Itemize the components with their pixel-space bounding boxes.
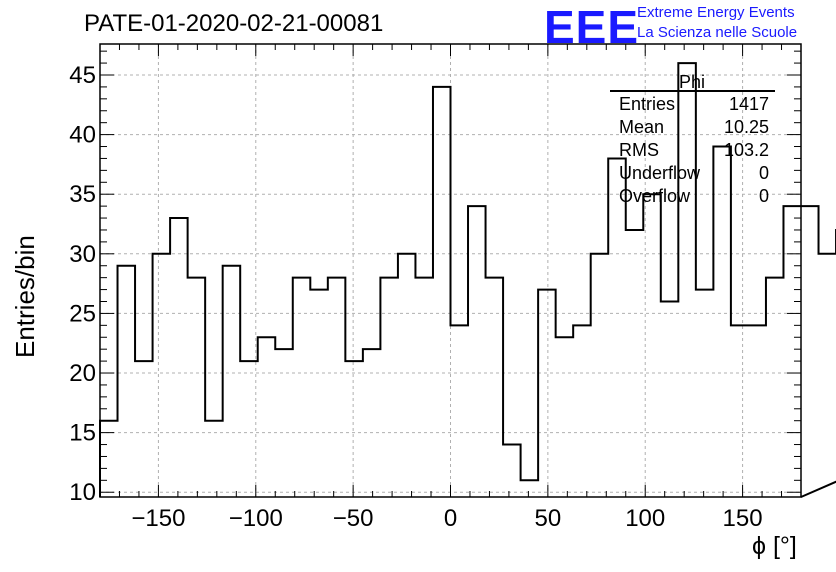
y-tick-label: 15 bbox=[69, 420, 96, 447]
x-tick-label: 150 bbox=[723, 505, 763, 532]
y-tick-label: 10 bbox=[69, 479, 96, 506]
x-tick-label: −50 bbox=[333, 505, 374, 532]
y-tick-label: 20 bbox=[69, 360, 96, 387]
y-tick-label: 45 bbox=[69, 62, 96, 89]
stat-label-entries: Entries bbox=[619, 94, 676, 114]
plot-frame bbox=[99, 43, 802, 498]
y-axis-label: Entries/bin bbox=[10, 235, 40, 358]
stat-value-rms: 103.2 bbox=[723, 140, 769, 160]
x-tick-label: 100 bbox=[625, 505, 665, 532]
x-tick-label: 0 bbox=[444, 505, 457, 532]
x-tick-label: 50 bbox=[535, 505, 562, 532]
stat-label-rms: RMS bbox=[619, 140, 659, 160]
x-tick-label: −100 bbox=[229, 505, 283, 532]
stats-box-name: Phi bbox=[679, 72, 706, 92]
stat-value-overflow: 0 bbox=[758, 186, 769, 206]
logo-subtitle-1: Extreme Energy Events bbox=[637, 4, 795, 21]
logo-subtitle-2: La Scienza nelle Scuole bbox=[637, 24, 798, 41]
x-tick-label: −150 bbox=[131, 505, 185, 532]
y-tick-label: 30 bbox=[69, 241, 96, 268]
chart-title: PATE-01-2020-02-21-00081 bbox=[84, 10, 384, 37]
y-tick-label: 35 bbox=[69, 181, 96, 208]
y-tick-label: 25 bbox=[69, 300, 96, 327]
stat-value-mean: 10.25 bbox=[723, 117, 769, 137]
stat-label-underflow: Underflow bbox=[619, 163, 701, 183]
stat-label-overflow: Overflow bbox=[619, 186, 691, 206]
stat-value-entries: 1417 bbox=[728, 94, 769, 114]
eee-logo: EEE bbox=[544, 1, 640, 53]
stat-value-underflow: 0 bbox=[758, 163, 769, 183]
y-axis-label-wrap: Entries/bin bbox=[8, 218, 48, 358]
x-axis-label: ϕ [°] bbox=[752, 532, 797, 560]
stat-label-mean: Mean bbox=[619, 117, 665, 137]
y-tick-label: 40 bbox=[69, 122, 96, 149]
histogram-line bbox=[99, 62, 836, 498]
